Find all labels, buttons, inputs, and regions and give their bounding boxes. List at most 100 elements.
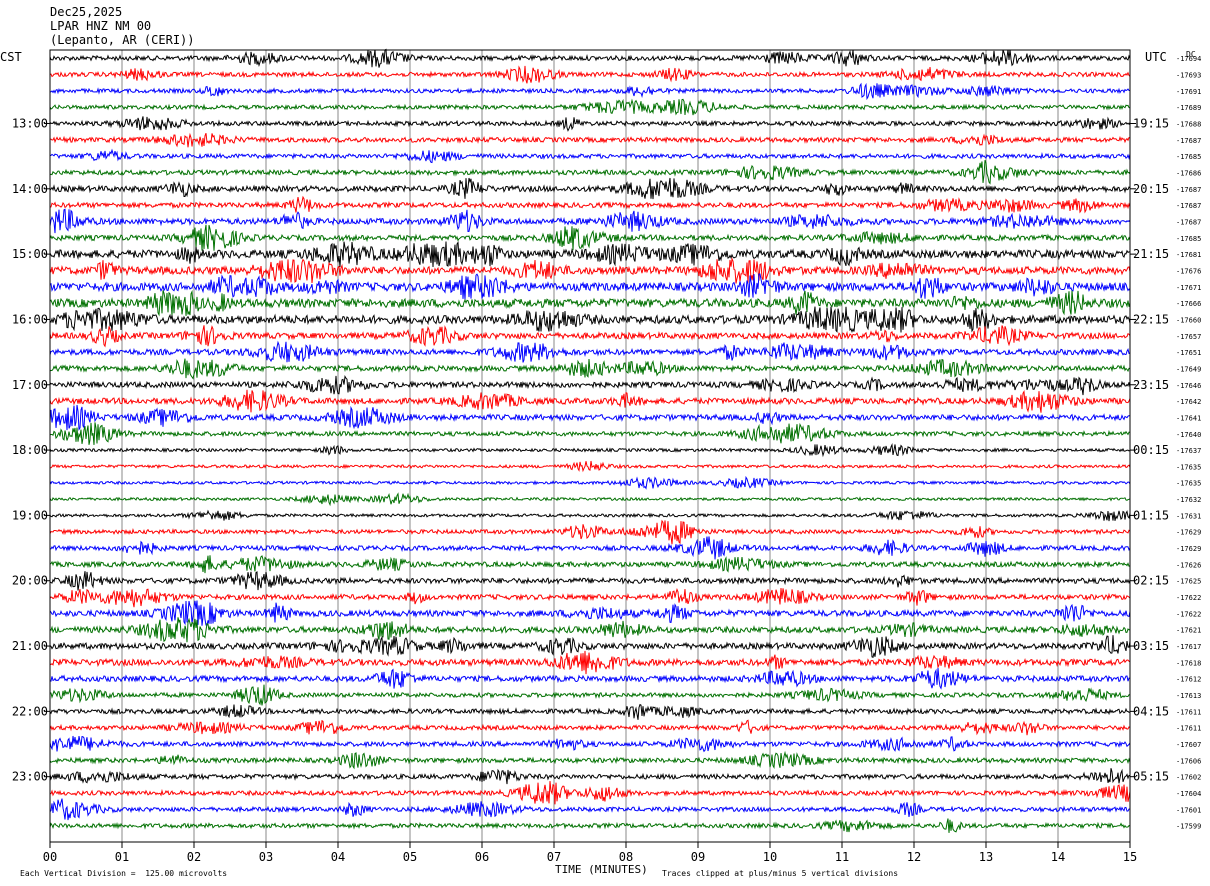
trace-offset-label: -17642 [1176, 398, 1201, 406]
trace-offset-label: -17625 [1176, 578, 1201, 586]
trace-offset-label: -17599 [1176, 823, 1201, 831]
cst-hour-label: 22:00 [12, 704, 48, 718]
utc-hour-label: 21:15 [1133, 247, 1169, 261]
x-axis-title: TIME (MINUTES) [555, 863, 648, 876]
seismic-traces [49, 48, 1131, 833]
station-label: LPAR HNZ NM 00 [50, 19, 152, 33]
trace-offset-label: -17646 [1176, 382, 1201, 390]
trace-offset-label: -17635 [1176, 463, 1201, 471]
seismic-trace [49, 208, 1131, 234]
seismic-trace [49, 750, 1131, 770]
trace-offset-label: -17649 [1176, 365, 1201, 373]
trace-offset-label: -17688 [1176, 120, 1201, 128]
trace-offset-label: -17606 [1176, 757, 1201, 765]
x-tick-label: 04 [331, 850, 345, 864]
trace-offset-label: -17693 [1176, 71, 1201, 79]
cst-hour-label: 19:00 [12, 508, 48, 522]
trace-offset-label: -17671 [1176, 284, 1201, 292]
trace-offset-label: -17640 [1176, 431, 1201, 439]
trace-offset-label: -17629 [1176, 529, 1201, 537]
trace-offset-label: -17651 [1176, 349, 1201, 357]
seismic-trace [50, 132, 1131, 148]
x-tick-label: 07 [547, 850, 561, 864]
trace-offset-label: -17691 [1176, 88, 1201, 96]
utc-hour-label: 02:15 [1133, 574, 1169, 588]
trace-offset-label: -17660 [1176, 316, 1201, 324]
trace-offset-label: -17689 [1176, 104, 1201, 112]
seismic-trace [49, 684, 1130, 706]
trace-offset-label: -17681 [1176, 251, 1201, 259]
seismic-trace [49, 374, 1131, 396]
seismic-trace [49, 555, 1131, 574]
left-timezone-label: CST [0, 50, 22, 64]
trace-offset-label: -17657 [1176, 333, 1201, 341]
cst-hour-label: 23:00 [12, 770, 48, 784]
x-axis-ticks: 00 01 02 03 04 05 06 07 08 09 10 11 12 13 14 15 [43, 842, 1137, 864]
trace-offset-label: -17612 [1176, 676, 1201, 684]
seismic-trace [49, 241, 1131, 268]
seismic-trace [49, 404, 1131, 431]
seismic-trace [49, 389, 1131, 413]
trace-offset-label: -17617 [1176, 643, 1201, 651]
trace-offset-label: -17607 [1176, 741, 1201, 749]
utc-hour-label: 22:15 [1133, 312, 1169, 326]
seismic-trace [49, 600, 1131, 626]
utc-hour-labels: 19:15 20:15 21:15 22:15 23:15 00:15 01:15 02:15… [1130, 116, 1169, 784]
trace-offset-label: -17687 [1176, 202, 1201, 210]
seismic-trace [49, 587, 1131, 608]
x-tick-label: 02 [187, 850, 201, 864]
x-tick-label: 08 [619, 850, 633, 864]
trace-offset-label: -17694 [1176, 55, 1201, 63]
seismic-trace [50, 460, 1131, 473]
cst-hour-label: 14:00 [12, 182, 48, 196]
seismic-trace [49, 768, 1131, 785]
cst-hour-label: 13:00 [12, 116, 48, 130]
trace-offset-label: -17602 [1176, 774, 1201, 782]
trace-offset-label: -17601 [1176, 806, 1201, 814]
x-tick-label: 05 [403, 850, 417, 864]
trace-offset-label: -17685 [1176, 235, 1201, 243]
cst-hour-label: 15:00 [12, 247, 48, 261]
seismic-trace [49, 492, 1131, 507]
cst-hour-label: 16:00 [12, 312, 48, 326]
x-tick-label: 15 [1123, 850, 1137, 864]
plot-frame [49, 49, 1131, 843]
trace-offset-label: -17621 [1176, 627, 1201, 635]
trace-offset-label: -17666 [1176, 300, 1201, 308]
seismic-trace [49, 571, 1131, 591]
seismic-trace [49, 536, 1131, 560]
seismic-trace [49, 735, 1131, 753]
seismic-trace [49, 475, 1131, 490]
x-tick-label: 09 [691, 850, 705, 864]
x-tick-label: 12 [907, 850, 921, 864]
utc-hour-label: 00:15 [1133, 443, 1169, 457]
scale-note: Each Vertical Division = 125.00 microvol… [20, 869, 228, 878]
cst-hour-labels: 13:00 14:00 15:00 16:00 17:00 18:00 19:00 20:00… [12, 116, 50, 784]
utc-hour-label: 19:15 [1133, 116, 1169, 130]
utc-hour-label: 03:15 [1133, 639, 1169, 653]
trace-offset-label: -17622 [1176, 610, 1201, 618]
seismic-trace [49, 617, 1131, 643]
trace-offset-label: -17687 [1176, 218, 1201, 226]
seismic-trace [49, 306, 1131, 333]
x-tick-label: 03 [259, 850, 273, 864]
seismic-trace [49, 289, 1131, 317]
seismic-trace [49, 650, 1131, 675]
x-tick-label: 14 [1051, 850, 1065, 864]
seismic-trace [49, 358, 1131, 380]
seismic-trace [49, 667, 1131, 690]
seismic-trace [49, 273, 1131, 300]
trace-offset-label: -17611 [1176, 708, 1201, 716]
seismic-trace [49, 442, 1131, 458]
x-tick-label: 01 [115, 850, 129, 864]
seismic-trace [49, 340, 1131, 363]
x-tick-label: 13 [979, 850, 993, 864]
right-timezone-label: UTC [1145, 50, 1167, 64]
trace-offset-label: -17635 [1176, 480, 1201, 488]
cst-hour-label: 20:00 [12, 574, 48, 588]
seismic-trace [49, 195, 1131, 214]
seismic-trace [49, 98, 1131, 116]
seismic-trace [49, 116, 1131, 132]
trace-offset-label: -17641 [1176, 414, 1201, 422]
x-tick-label: 10 [763, 850, 777, 864]
